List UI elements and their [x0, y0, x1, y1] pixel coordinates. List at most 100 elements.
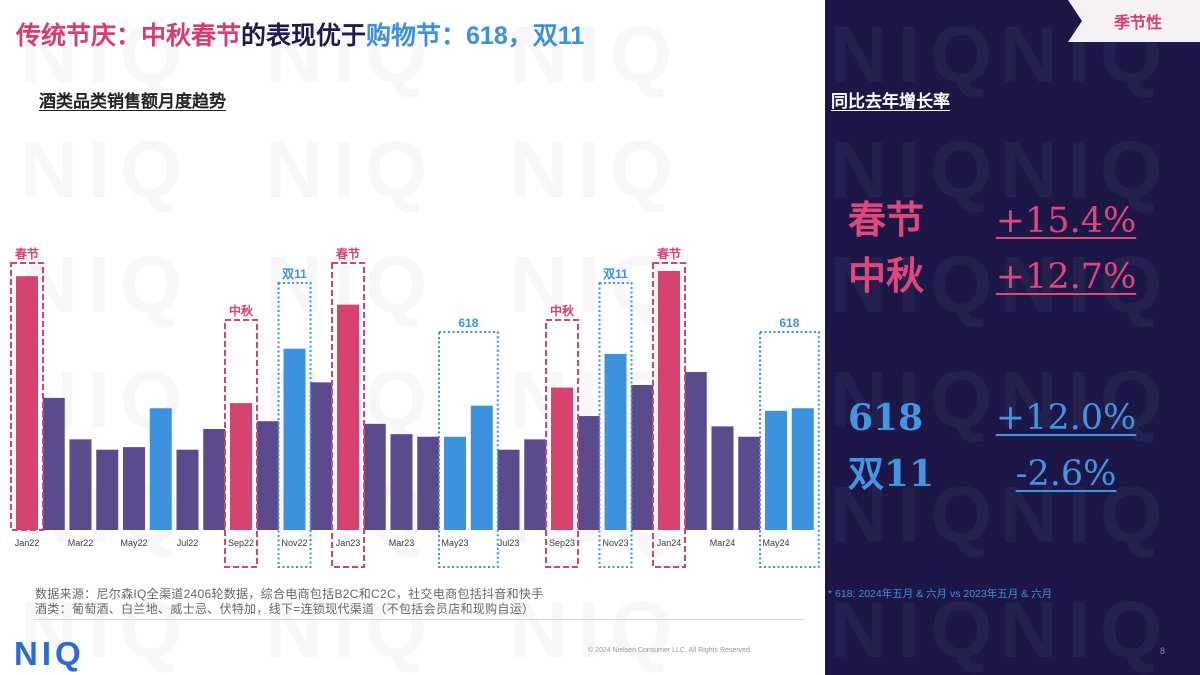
highlight-label: 春节: [656, 246, 681, 261]
chart-bar: [16, 276, 38, 530]
niq-logo: NIQ: [14, 635, 85, 672]
yoy-value-double-11: -2.6%: [1015, 454, 1117, 494]
x-tick-label: May23: [441, 538, 468, 548]
watermark-text: NIQ: [830, 15, 1002, 95]
page-title-middle: 的表现优于: [241, 22, 367, 50]
watermark-text: NIQ: [830, 590, 1002, 670]
highlight-box: [438, 331, 499, 568]
chart-title: 酒类品类销售额月度趋势: [39, 92, 226, 111]
chart-bar: [203, 428, 226, 530]
x-tick-label: May22: [120, 538, 147, 548]
chart-bar: [363, 423, 386, 530]
chart-bar: [658, 271, 680, 530]
yoy-panel-title: 同比去年增长率: [831, 92, 950, 111]
yoy-value-spring-festival: +15.4%: [995, 201, 1137, 241]
x-tick-label: Mar22: [68, 538, 94, 548]
highlight-label: 618: [779, 316, 799, 330]
yoy-panel-background: NIQNIQNIQNIQNIQNIQNIQNIQNIQNIQNIQNIQ: [825, 0, 1200, 675]
watermark-text: NIQ: [1000, 130, 1172, 210]
chart-bar: [524, 439, 547, 530]
x-tick-label: Mar23: [389, 538, 415, 548]
chart-bar: [96, 449, 119, 530]
watermark-text: NIQ: [1000, 475, 1172, 555]
highlight-box: [331, 262, 365, 568]
x-tick-label: Nov23: [602, 538, 628, 548]
x-tick-label: Mar24: [710, 538, 736, 548]
chart-bar: [69, 439, 92, 530]
highlight-box: [545, 319, 579, 568]
x-tick-label: Jul23: [498, 538, 520, 548]
watermark-text: NIQ: [830, 130, 1002, 210]
category-definition-note: 酒类：葡萄酒、白兰地、威士忌、伏特加，线下=连锁现代渠道（不包括会员店和现购自运…: [35, 602, 535, 616]
highlight-box: [759, 331, 820, 568]
chart-bar: [577, 416, 600, 530]
page-title: 传统节庆：中秋春节的表现优于购物节：618，双11: [16, 21, 584, 51]
chart-bar: [444, 436, 466, 530]
x-tick-label: Sep23: [549, 538, 575, 548]
highlight-label: 双11: [603, 267, 628, 281]
watermark-text: NIQ: [20, 130, 192, 210]
chart-bar: [310, 382, 333, 530]
watermark-text: NIQ: [830, 360, 1002, 440]
yoy-label-spring-festival: 春节: [848, 200, 925, 242]
watermark-text: NIQ: [265, 130, 437, 210]
monthly-sales-bar-chart: Jan22 Mar22 May22 Jul22 Sep22 Nov22 Jan23 Mar23…: [10, 246, 820, 568]
x-tick-label: Sep22: [228, 538, 254, 548]
highlight-label: 618: [458, 316, 478, 330]
yoy-label-mid-autumn: 中秋: [848, 256, 925, 298]
highlight-box: [224, 319, 258, 568]
chart-bar: [765, 410, 787, 530]
page-title-shopping: 购物节：618，双11: [366, 22, 585, 50]
x-tick-label: Nov22: [281, 538, 307, 548]
chart-bar: [684, 372, 707, 530]
chart-bar: [631, 384, 654, 530]
x-tick-label: Jan23: [336, 538, 361, 548]
chart-bar: [42, 397, 65, 530]
chart-bar: [337, 304, 359, 530]
chart-bar: [791, 408, 814, 530]
x-tick-label: Jan22: [15, 538, 40, 548]
chart-bar: [230, 403, 252, 530]
chart-bar: [417, 436, 440, 530]
chart-bar: [390, 434, 413, 530]
highlight-box: [10, 262, 44, 531]
watermark-text: NIQ: [1000, 360, 1172, 440]
data-source-note: 数据来源：尼尔森IQ全渠道2406轮数据，综合电商包括B2C和C2C，社交电商包…: [35, 587, 544, 601]
chart-bar: [256, 421, 279, 530]
watermark-text: NIQ: [510, 130, 682, 210]
highlight-label: 春节: [14, 246, 39, 261]
x-tick-label: Jul22: [177, 538, 199, 548]
chart-bar: [497, 449, 520, 530]
copyright-text: © 2024 Nielsen Consumer LLC. All Rights …: [588, 647, 752, 654]
chart-bar: [149, 408, 172, 530]
yoy-value-618: +12.0%: [995, 398, 1137, 438]
section-tag: 季节性: [1068, 0, 1200, 42]
yoy-label-618: 618: [848, 397, 924, 439]
watermark-text: NIQ: [1000, 245, 1172, 325]
chart-bar: [283, 348, 306, 530]
chart-bar: [123, 447, 145, 530]
yoy-footnote: * 618: 2024年五月 & 六月 vs 2023年五月 & 六月: [828, 588, 1053, 600]
chart-bar: [711, 426, 734, 530]
chart-bar: [738, 436, 761, 530]
chart-bar: [470, 405, 493, 530]
watermark-layer-right: NIQNIQNIQNIQNIQNIQNIQNIQNIQNIQNIQNIQ: [825, 0, 1200, 675]
footer-divider: [33, 619, 805, 620]
x-tick-label: May24: [762, 538, 789, 548]
chart-bar: [176, 449, 199, 530]
highlight-label: 中秋: [229, 303, 254, 318]
chart-bar: [551, 387, 573, 530]
yoy-label-double-11: 双11: [848, 453, 935, 495]
x-tick-label: Jan24: [657, 538, 682, 548]
watermark-text: NIQ: [830, 475, 1002, 555]
watermark-text: NIQ: [830, 245, 1002, 325]
highlight-label: 春节: [335, 246, 360, 261]
watermark-text: NIQ: [1000, 590, 1172, 670]
highlight-label: 中秋: [550, 303, 575, 318]
page-number: 8: [1160, 646, 1166, 656]
yoy-value-mid-autumn: +12.7%: [995, 257, 1137, 297]
highlight-box: [652, 262, 686, 568]
highlight-label: 双11: [282, 267, 307, 281]
chart-bar: [604, 353, 627, 530]
